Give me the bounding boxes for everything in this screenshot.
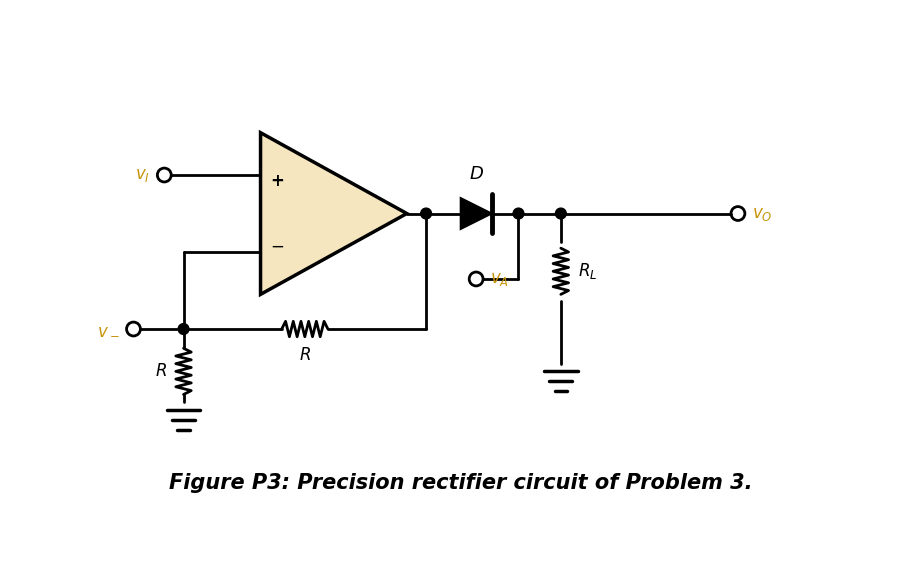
Circle shape [178,324,189,335]
Text: $v_A$: $v_A$ [490,270,509,288]
Text: Figure P3: Precision rectifier circuit of Problem 3.: Figure P3: Precision rectifier circuit o… [169,473,752,493]
Text: $R$: $R$ [298,346,311,364]
Text: $v_O$: $v_O$ [752,205,772,222]
Text: $v_I$: $v_I$ [136,166,150,184]
Text: $D$: $D$ [468,164,484,183]
Polygon shape [460,198,492,229]
Polygon shape [261,133,407,295]
Text: $v_-$: $v_-$ [97,320,120,338]
Text: +: + [271,172,284,190]
Circle shape [421,208,432,219]
Text: $R$: $R$ [155,362,166,380]
Circle shape [556,208,566,219]
Text: $R_L$: $R_L$ [578,261,597,281]
Circle shape [513,208,524,219]
Text: $-$: $-$ [271,237,285,255]
